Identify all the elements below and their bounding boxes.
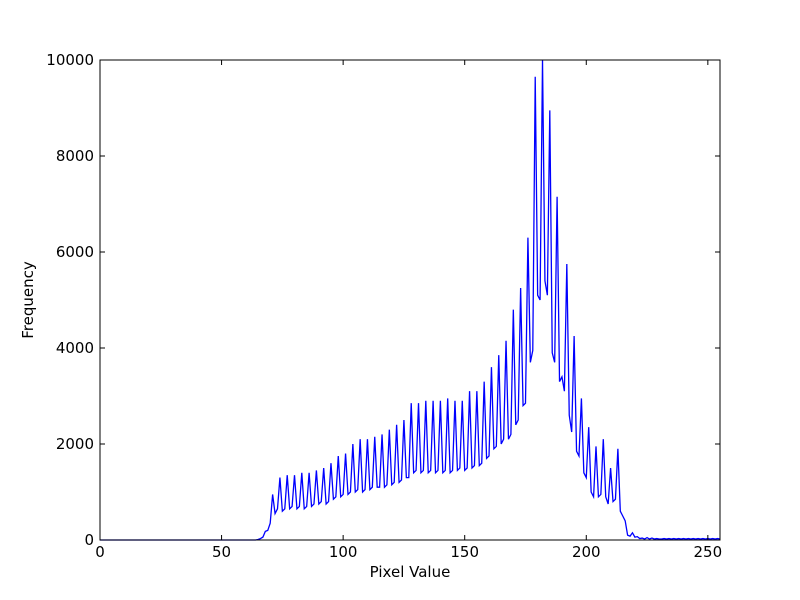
y-tick-label: 4000 [56, 339, 94, 357]
x-tick-label: 250 [694, 543, 723, 561]
x-axis-label: Pixel Value [370, 563, 451, 581]
y-tick-label: 2000 [56, 435, 94, 453]
x-tick-label: 150 [450, 543, 479, 561]
y-tick-label: 10000 [46, 51, 94, 69]
x-tick-label: 100 [329, 543, 358, 561]
y-tick-label: 8000 [56, 147, 94, 165]
plot-frame [99, 59, 721, 541]
x-tick-label: 200 [572, 543, 601, 561]
y-tick-label: 6000 [56, 243, 94, 261]
y-tick-label: 0 [84, 531, 94, 549]
x-tick-label: 0 [95, 543, 105, 561]
y-axis-label: Frequency [19, 261, 37, 339]
x-tick-label: 50 [212, 543, 231, 561]
